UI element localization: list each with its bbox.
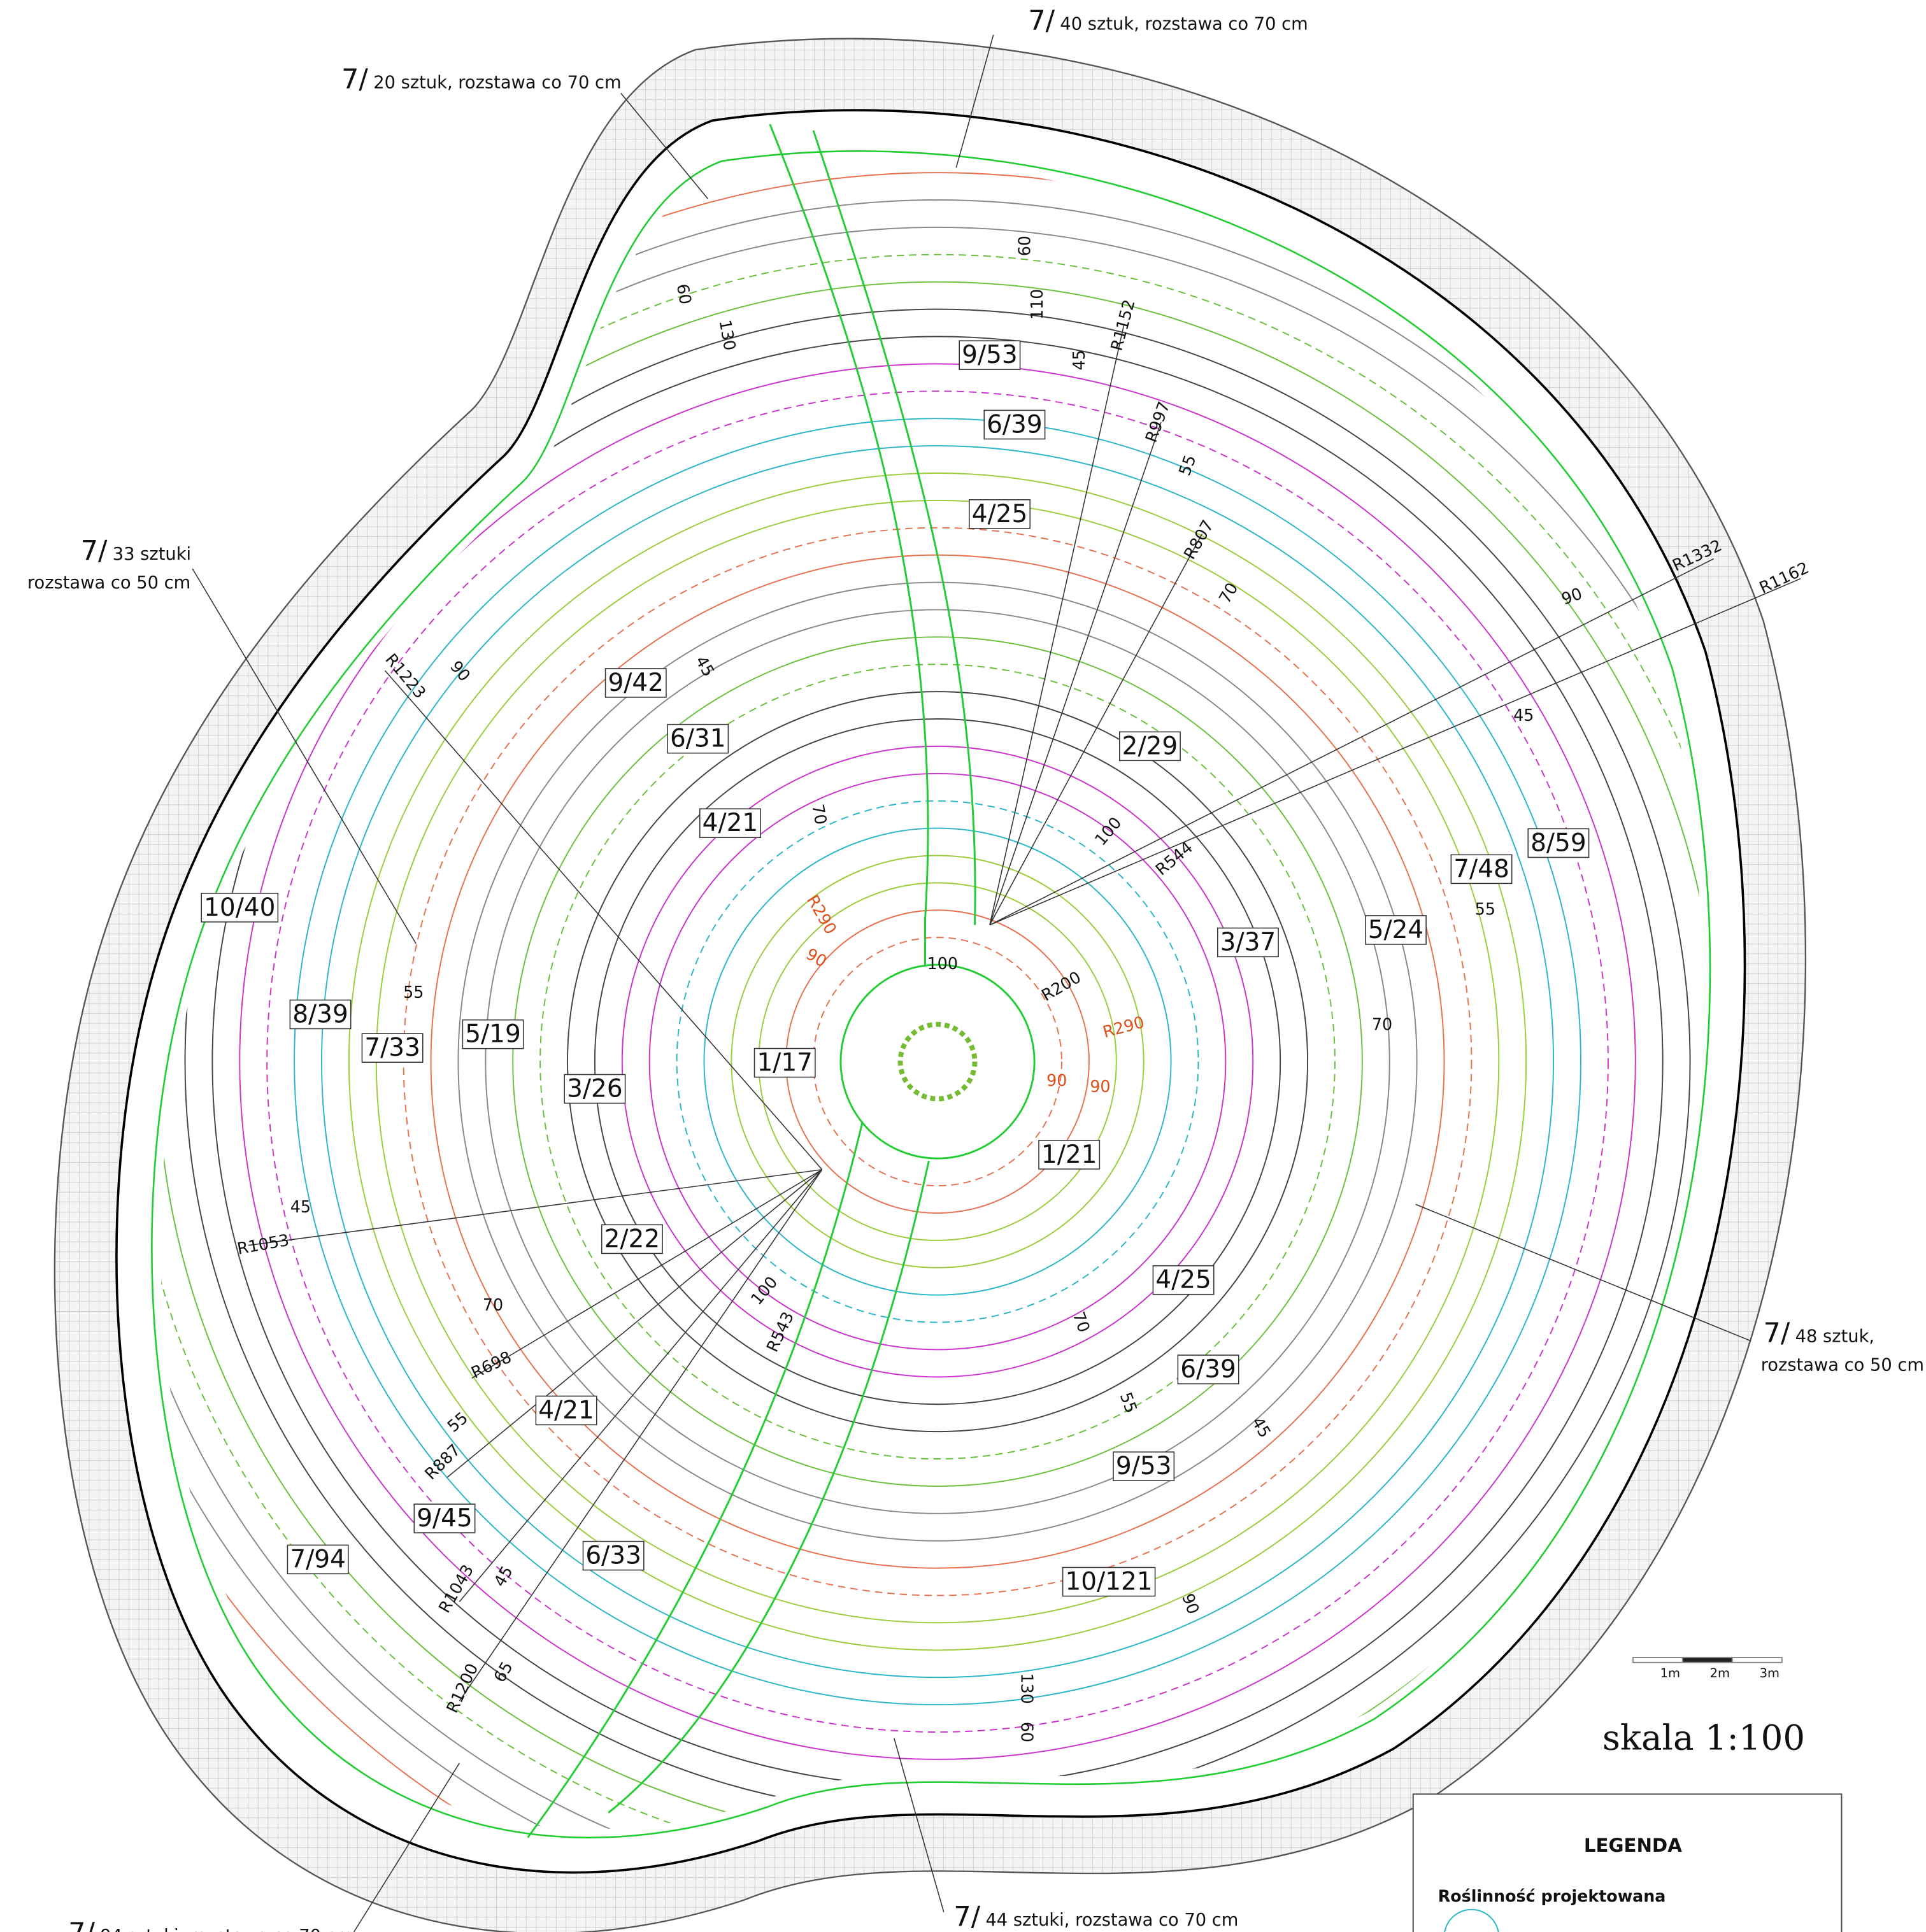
bed-label: 7/94: [290, 1545, 346, 1573]
dimension-label: 130: [1017, 1673, 1036, 1704]
radius-label: R1162: [1756, 558, 1811, 597]
planting-plan: LEGENDA Roślinność projektowana skala 1:…: [0, 0, 1926, 1932]
bed-label: 1/17: [757, 1049, 813, 1077]
bed-label: 1/21: [1041, 1140, 1097, 1169]
bed-label: 6/39: [987, 410, 1043, 439]
dimension-label: 100: [927, 954, 958, 973]
callout-code: 7/: [953, 1901, 980, 1932]
bed-label: 4/25: [1155, 1266, 1211, 1295]
bed-label: 6/33: [585, 1542, 641, 1570]
callout-text: 33 sztuki: [113, 544, 191, 564]
callout-text: 48 sztuk,: [1795, 1326, 1874, 1346]
bed-label: 3/37: [1220, 928, 1276, 956]
bed-label: 5/19: [465, 1020, 521, 1049]
bed-label: 6/39: [1180, 1355, 1236, 1384]
dimension-label: 45: [290, 1197, 311, 1216]
dimension-label: 55: [403, 983, 424, 1002]
bed-label: 10/121: [1066, 1568, 1153, 1596]
scale-tick: 3m: [1760, 1666, 1780, 1680]
bed-label: 8/59: [1530, 828, 1587, 857]
bed-label: 4/25: [972, 500, 1028, 529]
callout-code: 7/: [81, 535, 108, 567]
callout-code: 7/: [1028, 5, 1055, 37]
bed-label: 7/33: [364, 1033, 420, 1062]
dimension-label: 60: [673, 282, 696, 306]
dimension-label: 70: [808, 802, 831, 826]
bed-label: 2/22: [604, 1225, 660, 1253]
callout-text: rozstawa co 50 cm: [27, 573, 190, 593]
scale-tick: 2m: [1710, 1666, 1730, 1680]
scale-tick: 1m: [1660, 1666, 1680, 1680]
dimension-label: 60: [1017, 1722, 1036, 1742]
callout-code: 7/: [341, 63, 368, 95]
bed-label: 5/24: [1368, 916, 1424, 944]
scale: skala 1:100: [1602, 1717, 1805, 1758]
bed-label: 6/31: [670, 725, 726, 753]
callout-text: rozstawa co 50 cm: [1761, 1355, 1924, 1375]
callout-text: 44 sztuki, rozstawa co 70 cm: [985, 1910, 1238, 1930]
dimension-label: 70: [1372, 1015, 1392, 1034]
callout-text: 94 sztuki, rozstawa co 70 cm: [100, 1926, 353, 1932]
dimension-label: 90: [1046, 1070, 1067, 1090]
dimension-label: 90: [1090, 1077, 1110, 1096]
dimension-label: 45: [1069, 350, 1088, 370]
dimension-label: 110: [1027, 289, 1046, 320]
dimension-label: 45: [1513, 706, 1534, 725]
bed-label: 9/53: [1116, 1452, 1172, 1481]
dimension-label: 70: [483, 1295, 503, 1314]
dimension-label: 55: [1475, 899, 1495, 918]
callout-text: 40 sztuk, rozstawa co 70 cm: [1060, 15, 1308, 34]
bed-label: 9/45: [417, 1504, 473, 1533]
bed-label: 9/53: [962, 341, 1018, 369]
callout-text: 20 sztuk, rozstawa co 70 cm: [373, 73, 621, 92]
bed-label: 9/42: [608, 669, 664, 697]
legend-section: Roślinność projektowana: [1438, 1886, 1666, 1905]
bed-label: 4/21: [703, 809, 759, 837]
bed-label: 10/40: [204, 893, 275, 922]
dimension-label: 60: [1015, 236, 1034, 256]
bed-label: 4/21: [538, 1396, 594, 1424]
bed-label: 3/26: [567, 1074, 623, 1103]
bed-label: 2/29: [1122, 732, 1178, 760]
legend-box: [1413, 1794, 1842, 1932]
bed-label: 8/39: [292, 1000, 348, 1028]
legend-title: LEGENDA: [1584, 1835, 1682, 1856]
bed-label: 7/48: [1453, 855, 1509, 883]
callout-code: 7/: [68, 1917, 95, 1932]
scale-bar: [1633, 1658, 1782, 1663]
center-circle: [841, 965, 1034, 1158]
callout-code: 7/: [1764, 1318, 1790, 1349]
